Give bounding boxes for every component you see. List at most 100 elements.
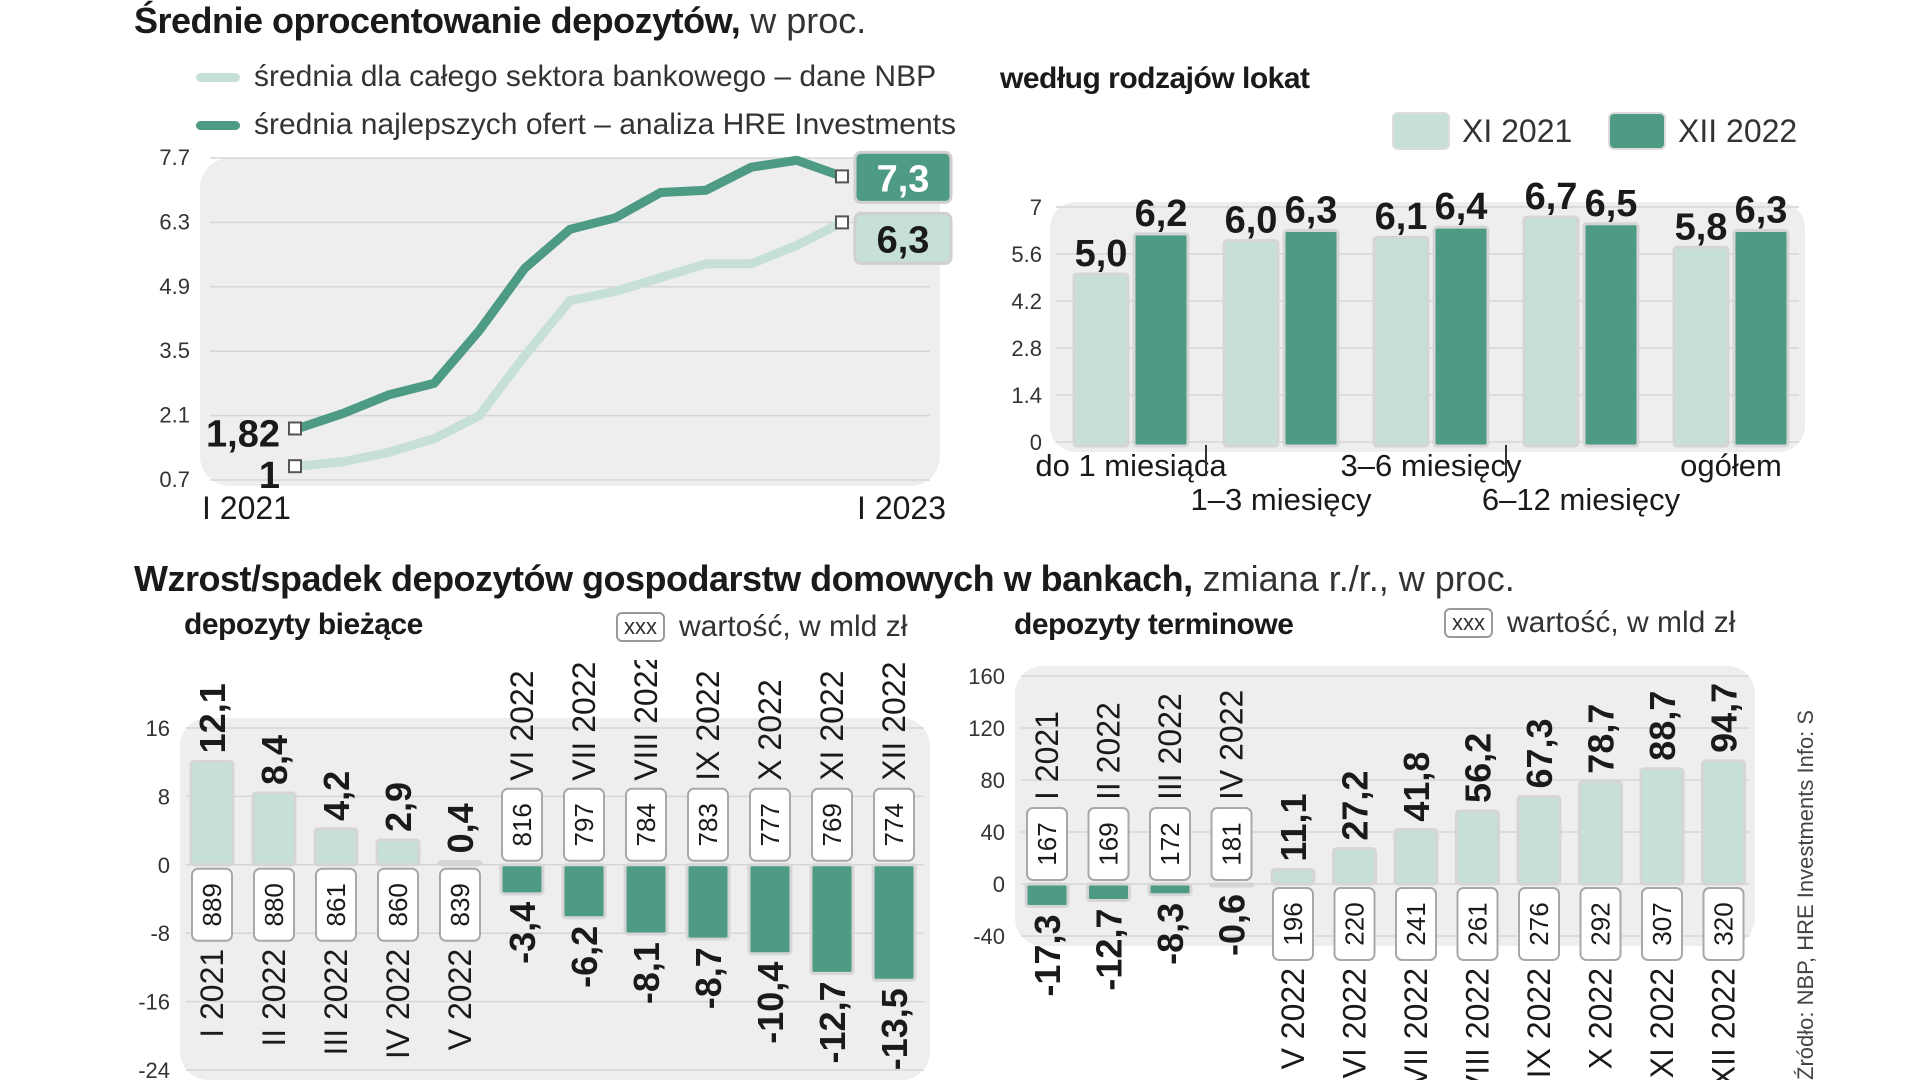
grouped-bar	[1732, 229, 1790, 448]
term-category-label: VIII 2022	[1460, 968, 1496, 1080]
legend-hre-swatch	[196, 120, 240, 130]
current-y-tick: -24	[138, 1058, 170, 1080]
line-chart: 7.7 6.3 4.9 3.5 2.1 0.7 1,821 7,3 6,3 I 2021 I 202…	[159, 145, 953, 526]
term-value-label: 41,8	[1396, 752, 1437, 822]
term-amount: 261	[1463, 902, 1493, 945]
term-amount-box	[1087, 807, 1130, 881]
current-amount-box	[749, 787, 791, 862]
grouped-bar	[1132, 232, 1190, 448]
current-category-label: VII 2022	[566, 662, 602, 781]
current-amount: 861	[321, 883, 351, 926]
current-amount-box	[501, 787, 543, 862]
current-bar	[375, 838, 421, 867]
current-bar	[747, 863, 793, 956]
line-start-label-nbp: 1	[259, 455, 280, 497]
current-value-label: -8,7	[688, 947, 729, 1009]
term-amount: 169	[1094, 822, 1124, 865]
current-value-label: 8,4	[254, 735, 295, 785]
term-value-label: 94,7	[1704, 683, 1745, 753]
term-value-label: 56,2	[1458, 733, 1499, 803]
term-bar	[1147, 882, 1193, 897]
term-amount: 167	[1032, 822, 1062, 865]
line-end-label-nbp: 6,3	[877, 219, 930, 261]
term-category-label: VI 2022	[1337, 968, 1373, 1078]
current-category-label: X 2022	[752, 679, 788, 780]
current-amount-box	[253, 867, 295, 942]
current-deposits-chart: 16 8 0 -8 -16 -24 889 12,1 I 2021 880 8,4 II 2022 86…	[138, 660, 930, 1080]
term-y-tick: 160	[968, 664, 1005, 689]
grouped-category-label: ogółem	[1680, 448, 1782, 483]
current-amount: 769	[817, 803, 847, 846]
top-title-rest: w proc.	[740, 0, 867, 41]
grouped-bar-label: 6,7	[1525, 176, 1578, 218]
term-y-tick: 0	[993, 872, 1005, 897]
line-end-label-hre: 7,3	[877, 158, 930, 200]
grouped-bar-label: 6,1	[1375, 196, 1428, 238]
term-bar	[1455, 809, 1500, 886]
line-x-start-label: I 2021	[202, 490, 291, 526]
term-value-label: 78,7	[1581, 704, 1622, 774]
current-bar	[685, 863, 731, 941]
line-chart-y-tick: 3.5	[159, 338, 190, 363]
term-bar	[1639, 767, 1685, 886]
current-value-legend: xxx wartość, w mld zł	[616, 610, 907, 644]
grouped-bar	[1072, 272, 1130, 448]
current-bar	[437, 859, 483, 867]
current-amount: 860	[383, 883, 413, 926]
grouped-bar	[1522, 215, 1580, 448]
current-bar	[313, 827, 359, 867]
bottom-title: Wzrost/spadek depozytów gospodarstw domo…	[134, 558, 1515, 600]
line-series-nbp	[293, 217, 847, 471]
current-value-legend-box: xxx	[616, 612, 665, 642]
grouped-y-tick: 2.8	[1011, 336, 1042, 361]
current-amount-box	[873, 787, 915, 862]
term-category-label: X 2022	[1583, 968, 1619, 1069]
current-amount: 816	[507, 803, 537, 846]
legend-xi-2021-swatch	[1392, 112, 1450, 150]
grouped-bar-label: 5,8	[1675, 206, 1728, 248]
current-value-legend-text: wartość, w mld zł	[679, 610, 908, 643]
legend-nbp-label: średnia dla całego sektora bankowego – d…	[254, 60, 937, 93]
current-bar	[251, 791, 297, 867]
current-amount-box	[377, 867, 419, 942]
grouped-bar-label: 6,0	[1225, 200, 1278, 242]
line-end-marker	[835, 169, 849, 184]
current-amount-box	[191, 867, 233, 942]
term-amount-box	[1210, 807, 1253, 881]
term-value-label: 27,2	[1335, 771, 1376, 841]
current-bar	[871, 863, 917, 982]
term-value-label: -12,7	[1089, 909, 1130, 991]
term-value-label: -17,3	[1027, 914, 1068, 996]
grouped-category-label: 3–6 miesięcy	[1341, 448, 1522, 483]
grouped-bar	[1282, 229, 1340, 448]
term-amount-box	[1641, 887, 1683, 961]
term-amount-box	[1702, 887, 1745, 961]
line-end-marker	[835, 215, 849, 230]
grouped-y-tick: 4.2	[1011, 289, 1042, 314]
term-amount: 241	[1401, 902, 1431, 945]
current-amount-box	[315, 867, 357, 942]
term-value-label: -0,6	[1212, 894, 1253, 956]
current-amount: 784	[631, 803, 661, 846]
line-start-marker	[288, 459, 302, 474]
current-amount: 783	[693, 803, 723, 846]
grouped-y-tick: 1.4	[1011, 383, 1042, 408]
term-category-label: XI 2022	[1644, 968, 1680, 1078]
legend-xii-2022-swatch	[1608, 112, 1666, 150]
term-amount-box	[1272, 887, 1314, 961]
term-amount: 320	[1709, 902, 1739, 945]
current-category-label: XI 2022	[814, 670, 850, 780]
term-category-label: IV 2022	[1214, 690, 1250, 800]
term-amount: 307	[1647, 902, 1677, 945]
grouped-category-label: 6–12 miesięcy	[1482, 482, 1681, 517]
term-category-label: IX 2022	[1521, 968, 1557, 1078]
legend-nbp-swatch	[196, 72, 240, 82]
term-amount: 292	[1586, 902, 1616, 945]
grouped-y-tick: 7	[1030, 195, 1042, 220]
grouped-bar	[1582, 222, 1640, 448]
current-bar	[809, 863, 855, 975]
current-category-label: II 2022	[256, 949, 292, 1047]
term-bar	[1701, 759, 1746, 886]
current-bar	[561, 863, 607, 920]
grouped-bar-label: 6,5	[1585, 183, 1638, 225]
